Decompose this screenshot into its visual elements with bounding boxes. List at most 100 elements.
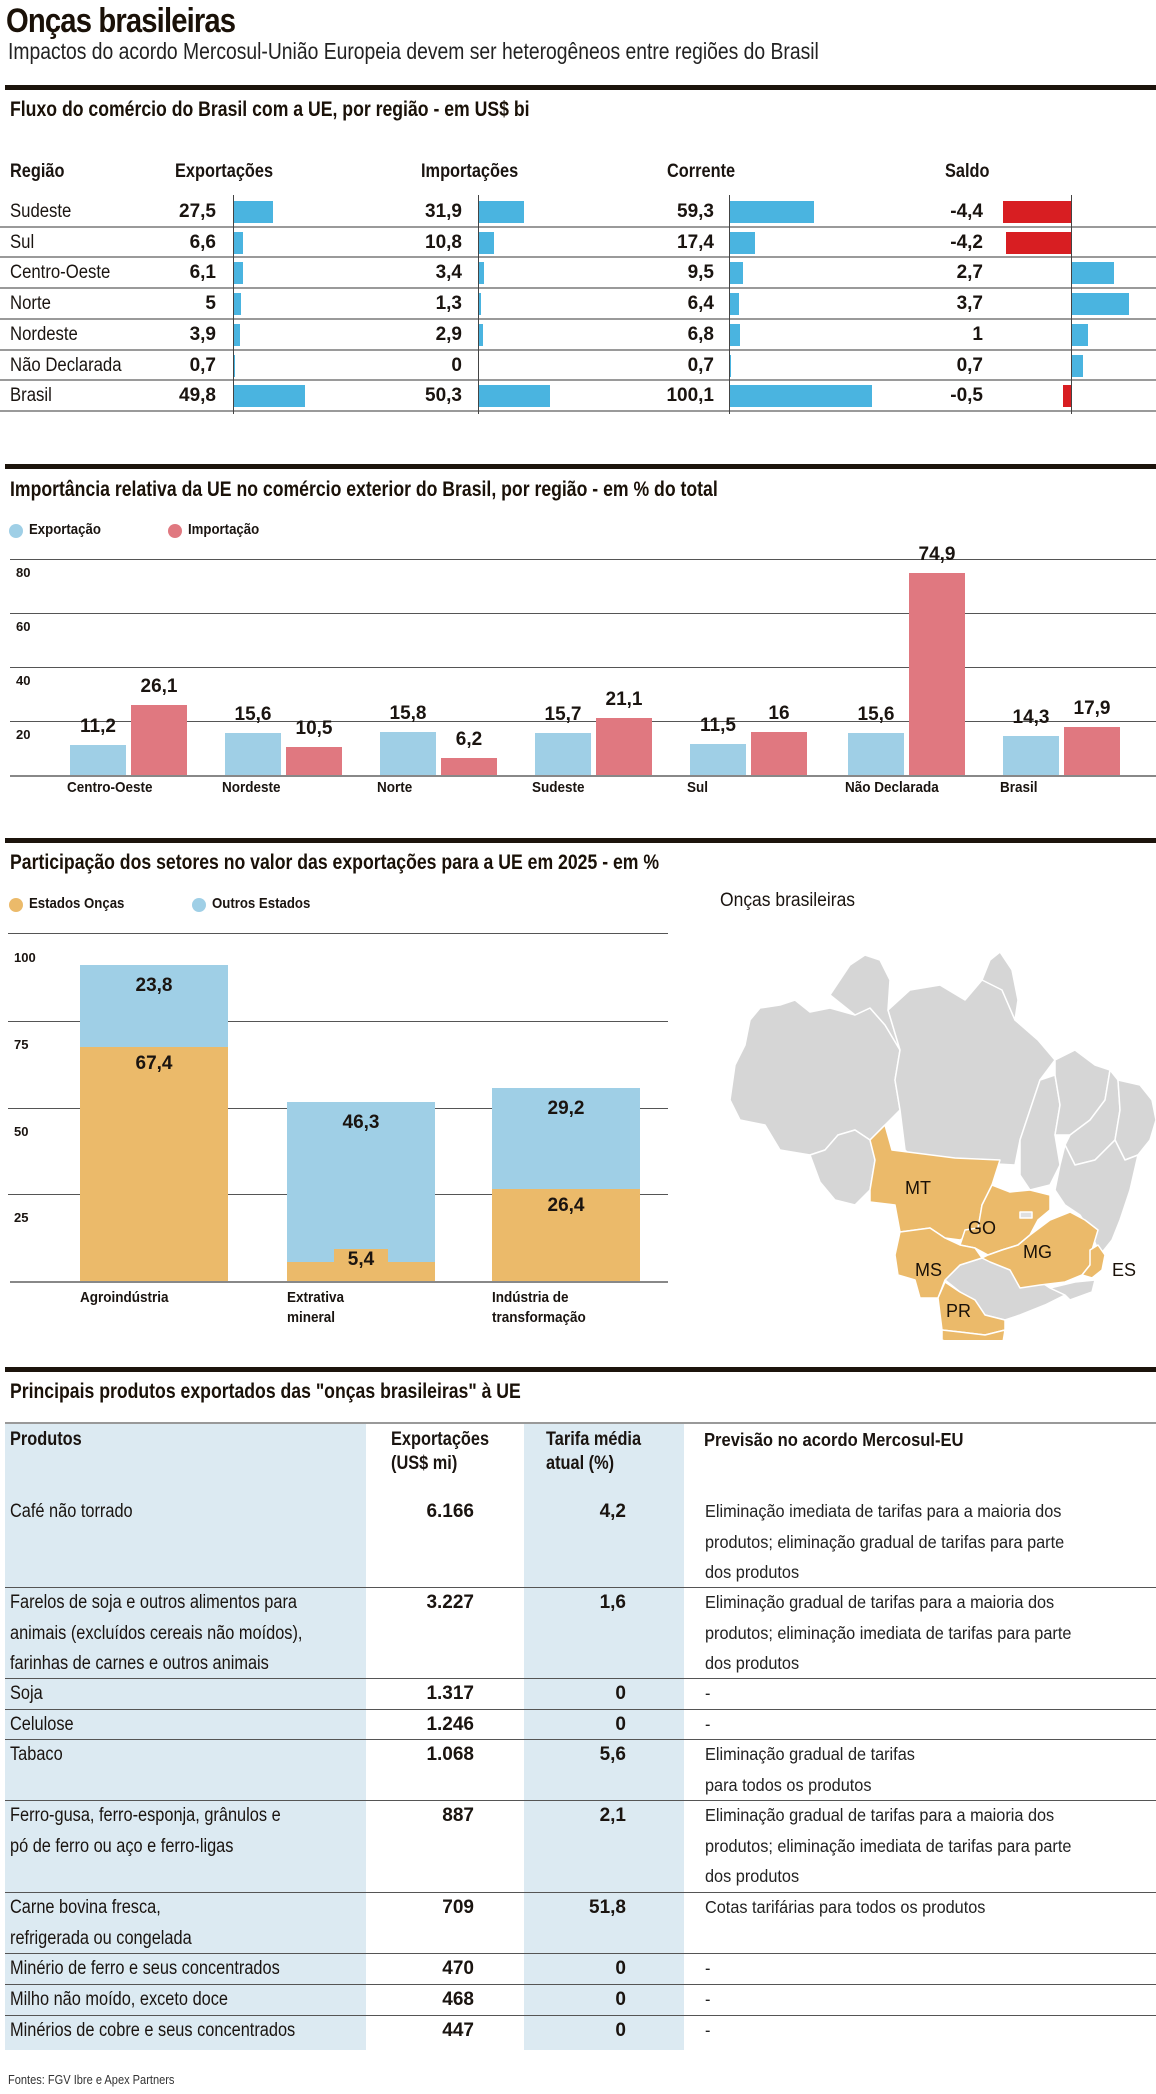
row-divider <box>0 225 1156 228</box>
product-forecast: - <box>705 1958 711 1978</box>
product-tariff: 2,1 <box>599 1805 626 1826</box>
section-title-relative-importance: Importância relativa da UE no comércio e… <box>10 478 718 501</box>
bar-exportacoes <box>234 231 244 254</box>
product-forecast: Eliminação gradual de tarifas <box>705 1744 915 1764</box>
product-exports: 1.317 <box>426 1683 474 1704</box>
product-name: Minérios de cobre e seus concentrados <box>10 2020 296 2041</box>
table-row-divider <box>5 1984 1156 1985</box>
legend-label-exportacao: Exportação <box>29 521 101 538</box>
y-tick-label: 100 <box>14 950 36 965</box>
product-tariff: 5,6 <box>599 1744 626 1765</box>
product-forecast: Eliminação gradual de tarifas para a mai… <box>705 1592 1055 1612</box>
product-name: animais (excluídos cereais não moídos), <box>10 1622 303 1644</box>
bar-exportacoes <box>234 262 243 285</box>
product-exports: 6.166 <box>426 1501 474 1522</box>
table-row-divider <box>5 1678 1156 1679</box>
table-row-divider <box>5 1892 1156 1893</box>
product-exports: 1.246 <box>426 1714 474 1735</box>
map-state-am <box>729 999 901 1156</box>
map-title: Onças brasileiras <box>720 890 856 911</box>
bar-axis <box>1071 195 1072 414</box>
bar-exportacoes <box>234 385 305 408</box>
bar-importacoes <box>479 323 484 346</box>
row-divider <box>0 409 1156 412</box>
map-state-es <box>1081 1244 1106 1279</box>
bar-saldo <box>1063 385 1071 408</box>
product-name: Celulose <box>10 1714 74 1735</box>
bar-corrente <box>730 323 740 346</box>
category-label: Norte <box>377 779 413 796</box>
value-label: 3,7 <box>956 293 983 315</box>
category-label: mineral <box>287 1309 336 1326</box>
bar-estados-oncas <box>492 1189 640 1281</box>
map-label-ms: MS <box>915 1260 942 1280</box>
gridline <box>10 667 1156 668</box>
bar-value-label: 16 <box>768 702 790 724</box>
y-tick-label: 40 <box>16 673 31 688</box>
value-label: 6,1 <box>189 262 216 284</box>
map-state-sc <box>941 1329 1006 1340</box>
column-header: Corrente <box>667 161 736 182</box>
segment-label-estados-oncas: 26,4 <box>547 1195 585 1217</box>
row-divider <box>0 287 1156 290</box>
legend-label-importacao: Importação <box>188 521 260 538</box>
bar-saldo <box>1072 262 1114 285</box>
section-divider <box>5 1367 1156 1372</box>
table-header-exportacoes: (US$ mi) <box>391 1453 458 1474</box>
region-label: Não Declarada <box>10 354 122 376</box>
value-label: 0 <box>451 354 462 376</box>
column-header: Exportações <box>175 161 274 182</box>
value-label: 6,6 <box>189 231 216 253</box>
bar-importação <box>909 572 965 775</box>
bar-saldo <box>1072 323 1088 346</box>
y-tick-label: 25 <box>14 1210 29 1226</box>
product-exports: 3.227 <box>426 1592 474 1613</box>
bar-exportacoes <box>234 354 235 377</box>
row-divider <box>0 379 1156 382</box>
product-forecast: produtos; eliminação imediata de tarifas… <box>705 1835 1072 1856</box>
value-label: 27,5 <box>179 201 216 222</box>
product-forecast: Eliminação imediata de tarifas para a ma… <box>705 1501 1062 1521</box>
category-label: Brasil <box>1000 779 1038 796</box>
product-tariff: 4,2 <box>599 1501 626 1522</box>
bar-axis <box>729 195 730 414</box>
value-label: 59,3 <box>677 201 714 222</box>
value-label: 5 <box>205 293 216 315</box>
bar-exportação <box>225 732 281 775</box>
column-header: Saldo <box>945 161 990 182</box>
brazil-map: MT GO MG ES MS PR SC RS <box>729 951 1156 1340</box>
product-name: refrigerada ou congelada <box>10 1927 192 1949</box>
region-label: Centro-Oeste <box>10 262 111 284</box>
map-label-mt: MT <box>905 1178 931 1198</box>
legend-label-outros-estados: Outros Estados <box>212 895 311 912</box>
gridline <box>10 559 1156 560</box>
product-forecast: - <box>705 2020 711 2040</box>
bar-exportação <box>70 744 126 775</box>
product-exports: 887 <box>442 1805 474 1826</box>
y-tick-label: 60 <box>16 619 31 634</box>
value-label: -4,2 <box>950 231 983 253</box>
category-label: Sul <box>687 779 709 796</box>
category-label: Extrativa <box>287 1289 345 1306</box>
row-divider <box>0 256 1156 259</box>
bar-axis <box>478 195 479 414</box>
category-label: Indústria de <box>492 1289 569 1306</box>
section-title-sector-participation: Participação dos setores no valor das ex… <box>10 851 660 874</box>
bar-value-label: 11,5 <box>700 714 736 736</box>
product-forecast: dos produtos <box>705 1653 800 1673</box>
column-header: Importações <box>421 161 519 182</box>
product-tariff: 51,8 <box>589 1897 626 1918</box>
segment-label-outros-estados: 29,2 <box>547 1098 585 1120</box>
region-label: Norte <box>10 293 51 315</box>
bar-corrente <box>730 231 755 254</box>
map-state-ms <box>894 1227 983 1299</box>
table-row-divider <box>5 1953 1156 1954</box>
section-divider <box>5 464 1156 469</box>
region-label: Sul <box>10 231 35 253</box>
segment-label-estados-oncas: 5,4 <box>334 1249 388 1275</box>
column-shade-produtos <box>5 1424 366 2050</box>
category-label: transformação <box>492 1309 586 1326</box>
bar-saldo <box>1005 231 1071 254</box>
bar-importação <box>286 746 342 775</box>
product-tariff: 0 <box>615 1989 626 2010</box>
